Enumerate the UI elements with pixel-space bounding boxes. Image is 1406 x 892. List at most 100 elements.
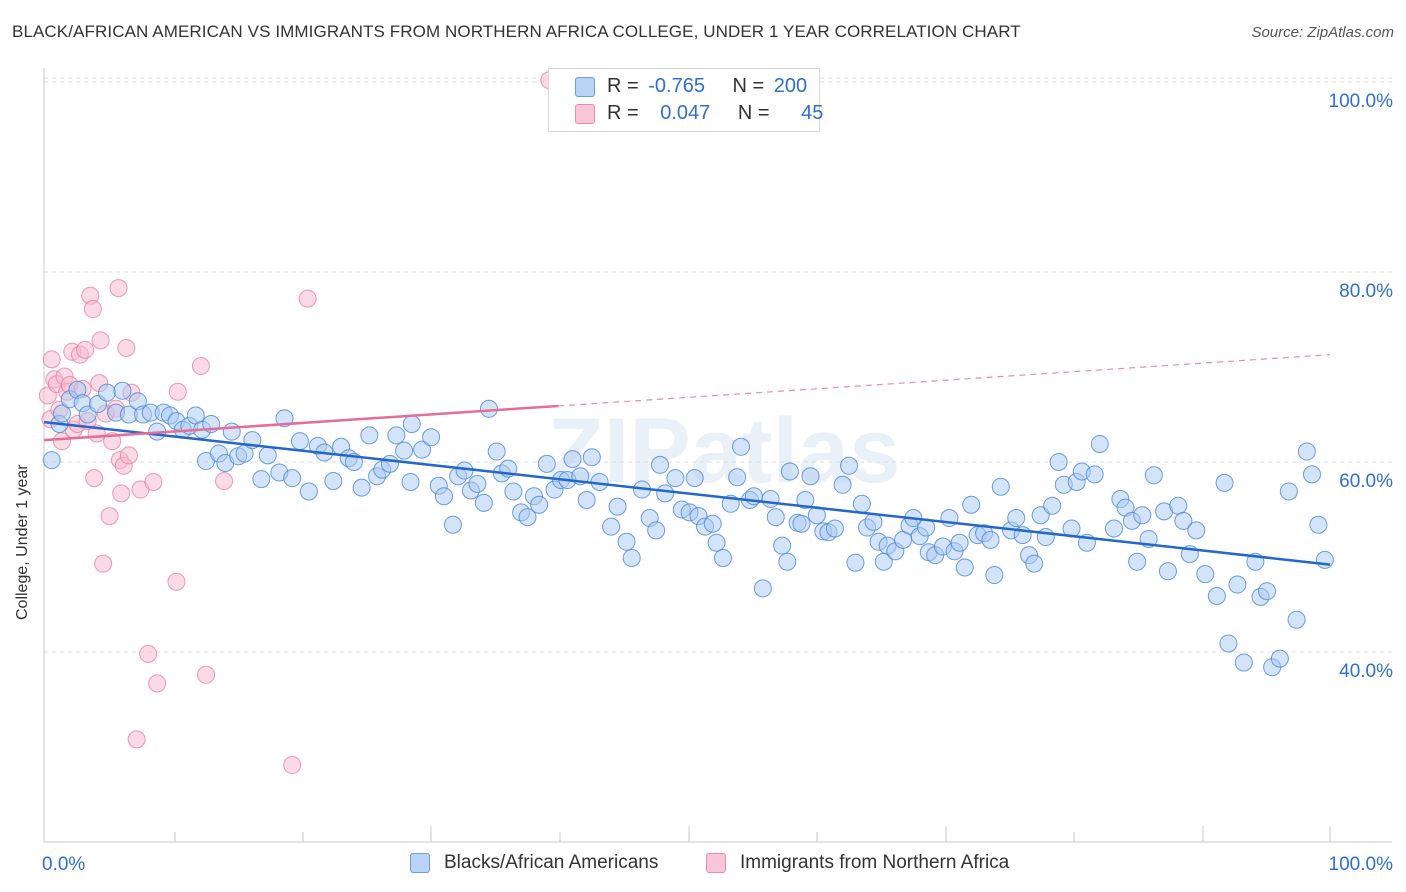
chart-title: BLACK/AFRICAN AMERICAN VS IMMIGRANTS FRO… — [12, 22, 1021, 41]
data-point — [950, 533, 969, 552]
data-point — [1315, 550, 1334, 569]
data-point — [563, 450, 582, 469]
legend-swatch-blue — [575, 77, 595, 97]
data-point — [732, 437, 751, 456]
data-point — [222, 422, 241, 441]
data-point — [479, 399, 498, 418]
y-tick-label: 80.0% — [1339, 281, 1393, 302]
data-point — [1025, 554, 1044, 573]
data-point — [778, 552, 797, 571]
data-point — [703, 514, 722, 533]
data-point — [981, 530, 1000, 549]
data-point — [518, 508, 537, 527]
data-point — [168, 382, 187, 401]
y-tick-label: 100.0% — [1329, 91, 1394, 112]
legend-r-label: R = — [607, 75, 639, 97]
bottom-legend-label: Blacks/African Americans — [444, 852, 659, 873]
data-point — [380, 454, 399, 473]
data-point — [1309, 515, 1328, 534]
data-point — [191, 357, 210, 376]
data-point — [1043, 496, 1062, 515]
legend-n-label: N = — [732, 75, 765, 97]
data-point — [650, 455, 669, 474]
data-point — [324, 472, 343, 490]
data-point — [275, 409, 294, 428]
data-point — [617, 532, 636, 551]
data-point — [1090, 434, 1109, 453]
bottom-legend-label: Immigrants from Northern Africa — [740, 852, 1010, 873]
data-point — [1036, 528, 1055, 547]
data-point — [1144, 466, 1163, 485]
data-point — [83, 300, 102, 319]
data-point — [76, 340, 95, 359]
data-point — [666, 469, 685, 488]
data-point — [1207, 586, 1226, 605]
legend-swatch-pink — [575, 104, 595, 124]
data-point — [1297, 442, 1316, 461]
data-point — [685, 469, 704, 488]
data-point — [127, 730, 146, 749]
data-point — [42, 350, 61, 369]
data-point — [852, 494, 871, 513]
data-point — [1104, 519, 1123, 538]
legend-r-value: 0.047 — [660, 102, 711, 124]
data-point — [766, 508, 785, 527]
y-tick-label: 60.0% — [1339, 471, 1393, 492]
data-point — [113, 381, 132, 400]
data-point — [1287, 610, 1306, 629]
data-point — [42, 451, 61, 470]
data-point — [215, 472, 234, 490]
data-point — [443, 515, 462, 534]
trend-line-immigrants-projection — [558, 354, 1331, 407]
data-point — [468, 474, 487, 493]
data-point — [1196, 565, 1215, 584]
data-point — [1215, 473, 1234, 492]
data-point — [846, 553, 865, 572]
data-point — [656, 484, 675, 503]
data-point — [991, 477, 1010, 496]
gridlines — [44, 77, 1392, 653]
data-point — [1169, 496, 1188, 515]
data-point — [387, 426, 406, 445]
data-point — [840, 456, 859, 475]
data-point — [91, 331, 110, 350]
legend-n-value: 45 — [801, 102, 824, 124]
data-point — [753, 579, 772, 598]
data-point — [1031, 506, 1050, 525]
data-point — [434, 487, 453, 506]
data-point — [825, 519, 844, 538]
data-point — [1219, 634, 1238, 653]
data-point — [728, 468, 747, 487]
data-point — [148, 674, 167, 693]
legend-n-value: 200 — [773, 75, 808, 97]
data-point — [1158, 562, 1177, 581]
data-point — [582, 448, 601, 467]
data-point — [290, 432, 309, 451]
data-point — [395, 441, 414, 460]
data-point — [1007, 509, 1026, 528]
bottom-legend-swatch-blue — [410, 853, 430, 873]
data-point — [1234, 653, 1253, 672]
data-point — [112, 484, 131, 503]
data-point — [98, 383, 117, 402]
data-point — [283, 756, 302, 775]
data-point — [360, 426, 379, 445]
y-axis-label: College, Under 1 year — [14, 464, 31, 620]
data-point — [707, 533, 726, 552]
data-point — [299, 482, 318, 501]
x-tick-label: 100.0% — [1329, 854, 1394, 875]
y-tick-label: 40.0% — [1339, 661, 1393, 682]
data-point — [1174, 511, 1193, 530]
data-point — [647, 521, 666, 540]
x-tick-label: 0.0% — [42, 854, 85, 875]
data-point — [94, 554, 113, 573]
data-point — [1085, 465, 1104, 484]
legend-n-label: N = — [737, 102, 770, 124]
data-point — [109, 279, 128, 298]
data-point — [792, 514, 811, 533]
data-point — [252, 470, 271, 489]
data-point — [1302, 465, 1321, 484]
data-point — [796, 491, 815, 509]
data-point — [504, 482, 523, 501]
data-point — [602, 517, 621, 536]
